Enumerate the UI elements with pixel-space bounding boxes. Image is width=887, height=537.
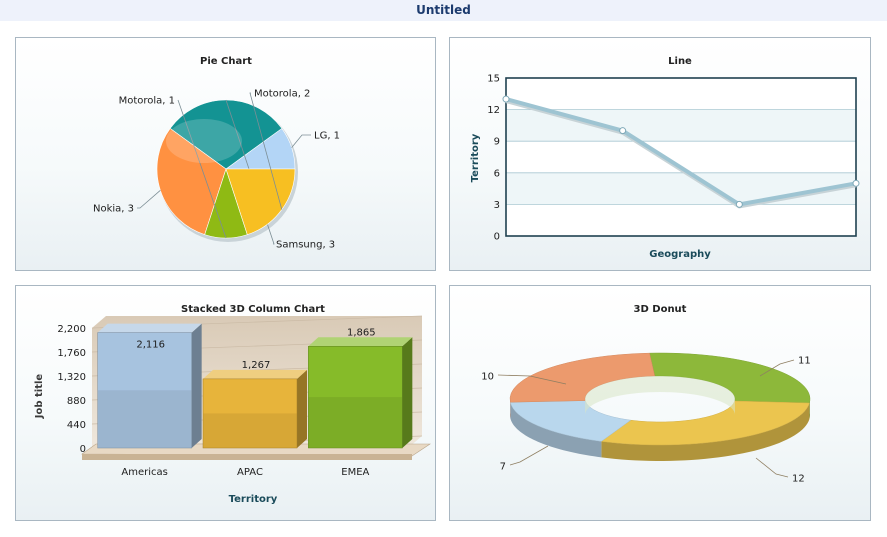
donut-chart: 3D Donut 11 12 7 10 <box>481 304 811 485</box>
column-category-label: Americas <box>121 467 167 478</box>
pie-slice-label: LG, 1 <box>314 131 340 142</box>
donut-leader-line <box>755 457 789 478</box>
pie-slice-label: Nokia, 3 <box>93 204 134 215</box>
column-bar <box>202 378 298 449</box>
column-data-label: 2,116 <box>136 340 165 351</box>
donut-chart-title: 3D Donut <box>634 304 687 315</box>
donut-leader-line <box>509 445 549 466</box>
column-bar-shade <box>203 413 297 448</box>
line-chart-panel: Line 0 3 6 9 12 15 Geography Territory <box>449 37 871 271</box>
donut-slice-label: 10 <box>481 372 494 383</box>
line-y-tick-label: 12 <box>487 105 500 116</box>
column-y-tick-label: 440 <box>67 420 86 431</box>
line-y-tick-label: 15 <box>487 74 500 85</box>
pie-chart-title: Pie Chart <box>200 56 252 67</box>
column-category-label: APAC <box>237 467 263 478</box>
line-series <box>505 97 857 207</box>
column-y-tick-label: 2,200 <box>57 324 86 335</box>
column-bar-side <box>191 323 202 448</box>
pie-slice <box>156 128 227 236</box>
column-y-tick-label: 1,320 <box>57 372 86 383</box>
line-chart: Line 0 3 6 9 12 15 Geography Territory <box>470 56 860 260</box>
donut-slice <box>600 400 810 446</box>
line-y-tick-label: 3 <box>494 200 500 211</box>
column-bar <box>308 346 403 449</box>
column-bar-side <box>297 369 307 448</box>
line-x-axis-label: Geography <box>649 249 711 260</box>
pie-chart: Pie Chart LG, 1 Samsung, 3 Nokia, 3 Motorol… <box>93 56 340 251</box>
pie-highlight <box>166 119 242 163</box>
pie-slice-label: Motorola, 2 <box>254 89 310 100</box>
donut-hole-wall <box>585 376 735 415</box>
column-bar <box>97 332 192 449</box>
pie-leader-line <box>291 134 311 148</box>
stacked-column-chart: Stacked 3D Column Chart 0 440 880 1,320 1,76… <box>34 304 431 505</box>
line-grid-band <box>506 172 856 205</box>
line-plot-area <box>506 78 856 236</box>
stacked-chart-title: Stacked 3D Column Chart <box>181 304 325 315</box>
pie-slice-label: Samsung, 3 <box>276 240 335 251</box>
column-data-label: 1,267 <box>242 360 271 371</box>
stacked-y-axis-label: Job title <box>34 374 45 420</box>
pie-leader-line <box>177 99 227 239</box>
line-chart-title: Line <box>668 56 692 67</box>
donut-slice-label: 7 <box>500 462 506 473</box>
pie-chart-panel: Pie Chart LG, 1 Samsung, 3 Nokia, 3 Motorol… <box>15 37 436 271</box>
pie-slice-label: Motorola, 1 <box>119 96 175 107</box>
column-bar-top <box>203 369 307 379</box>
column-bar-top <box>97 323 202 333</box>
donut-leader-line <box>497 374 567 385</box>
donut-slice <box>510 400 632 442</box>
line-y-tick-label: 6 <box>494 168 500 179</box>
column-bar-side <box>402 337 413 448</box>
line-data-point <box>852 179 860 187</box>
stacked-x-axis-label: Territory <box>229 494 278 505</box>
donut-slice-label: 11 <box>798 356 811 367</box>
line-y-axis-label: Territory <box>470 133 481 182</box>
donut-side-wall <box>601 403 810 461</box>
pie-leader-line <box>137 190 161 209</box>
column-y-tick-label: 0 <box>80 444 86 455</box>
line-plot-border <box>505 77 857 237</box>
donut-slice-label: 12 <box>792 474 805 485</box>
stacked-column-chart-panel: Stacked 3D Column Chart 0 440 880 1,320 1,76… <box>15 285 436 521</box>
column-y-tick-label: 880 <box>67 396 86 407</box>
line-y-tick-label: 0 <box>494 232 500 243</box>
pie-leader-line <box>225 99 275 245</box>
line-data-point <box>619 127 627 135</box>
window-title: Untitled <box>0 0 887 21</box>
column-y-tick-label: 1,760 <box>57 348 86 359</box>
column-data-label: 1,865 <box>347 327 376 338</box>
line-data-point <box>735 200 743 208</box>
column-floor-edge <box>82 454 412 460</box>
line-y-tick-label: 9 <box>494 137 500 148</box>
column-category-label: EMEA <box>341 467 369 478</box>
line-data-point <box>502 95 510 103</box>
pie-leader-line <box>249 92 283 210</box>
column-bar-top <box>308 337 413 347</box>
column-bar-shade <box>97 390 192 448</box>
donut-side-wall <box>510 402 602 458</box>
donut-chart-panel: 3D Donut 11 12 7 10 <box>449 285 871 521</box>
column-bar-shade <box>308 397 403 448</box>
donut-leader-line <box>759 359 795 377</box>
